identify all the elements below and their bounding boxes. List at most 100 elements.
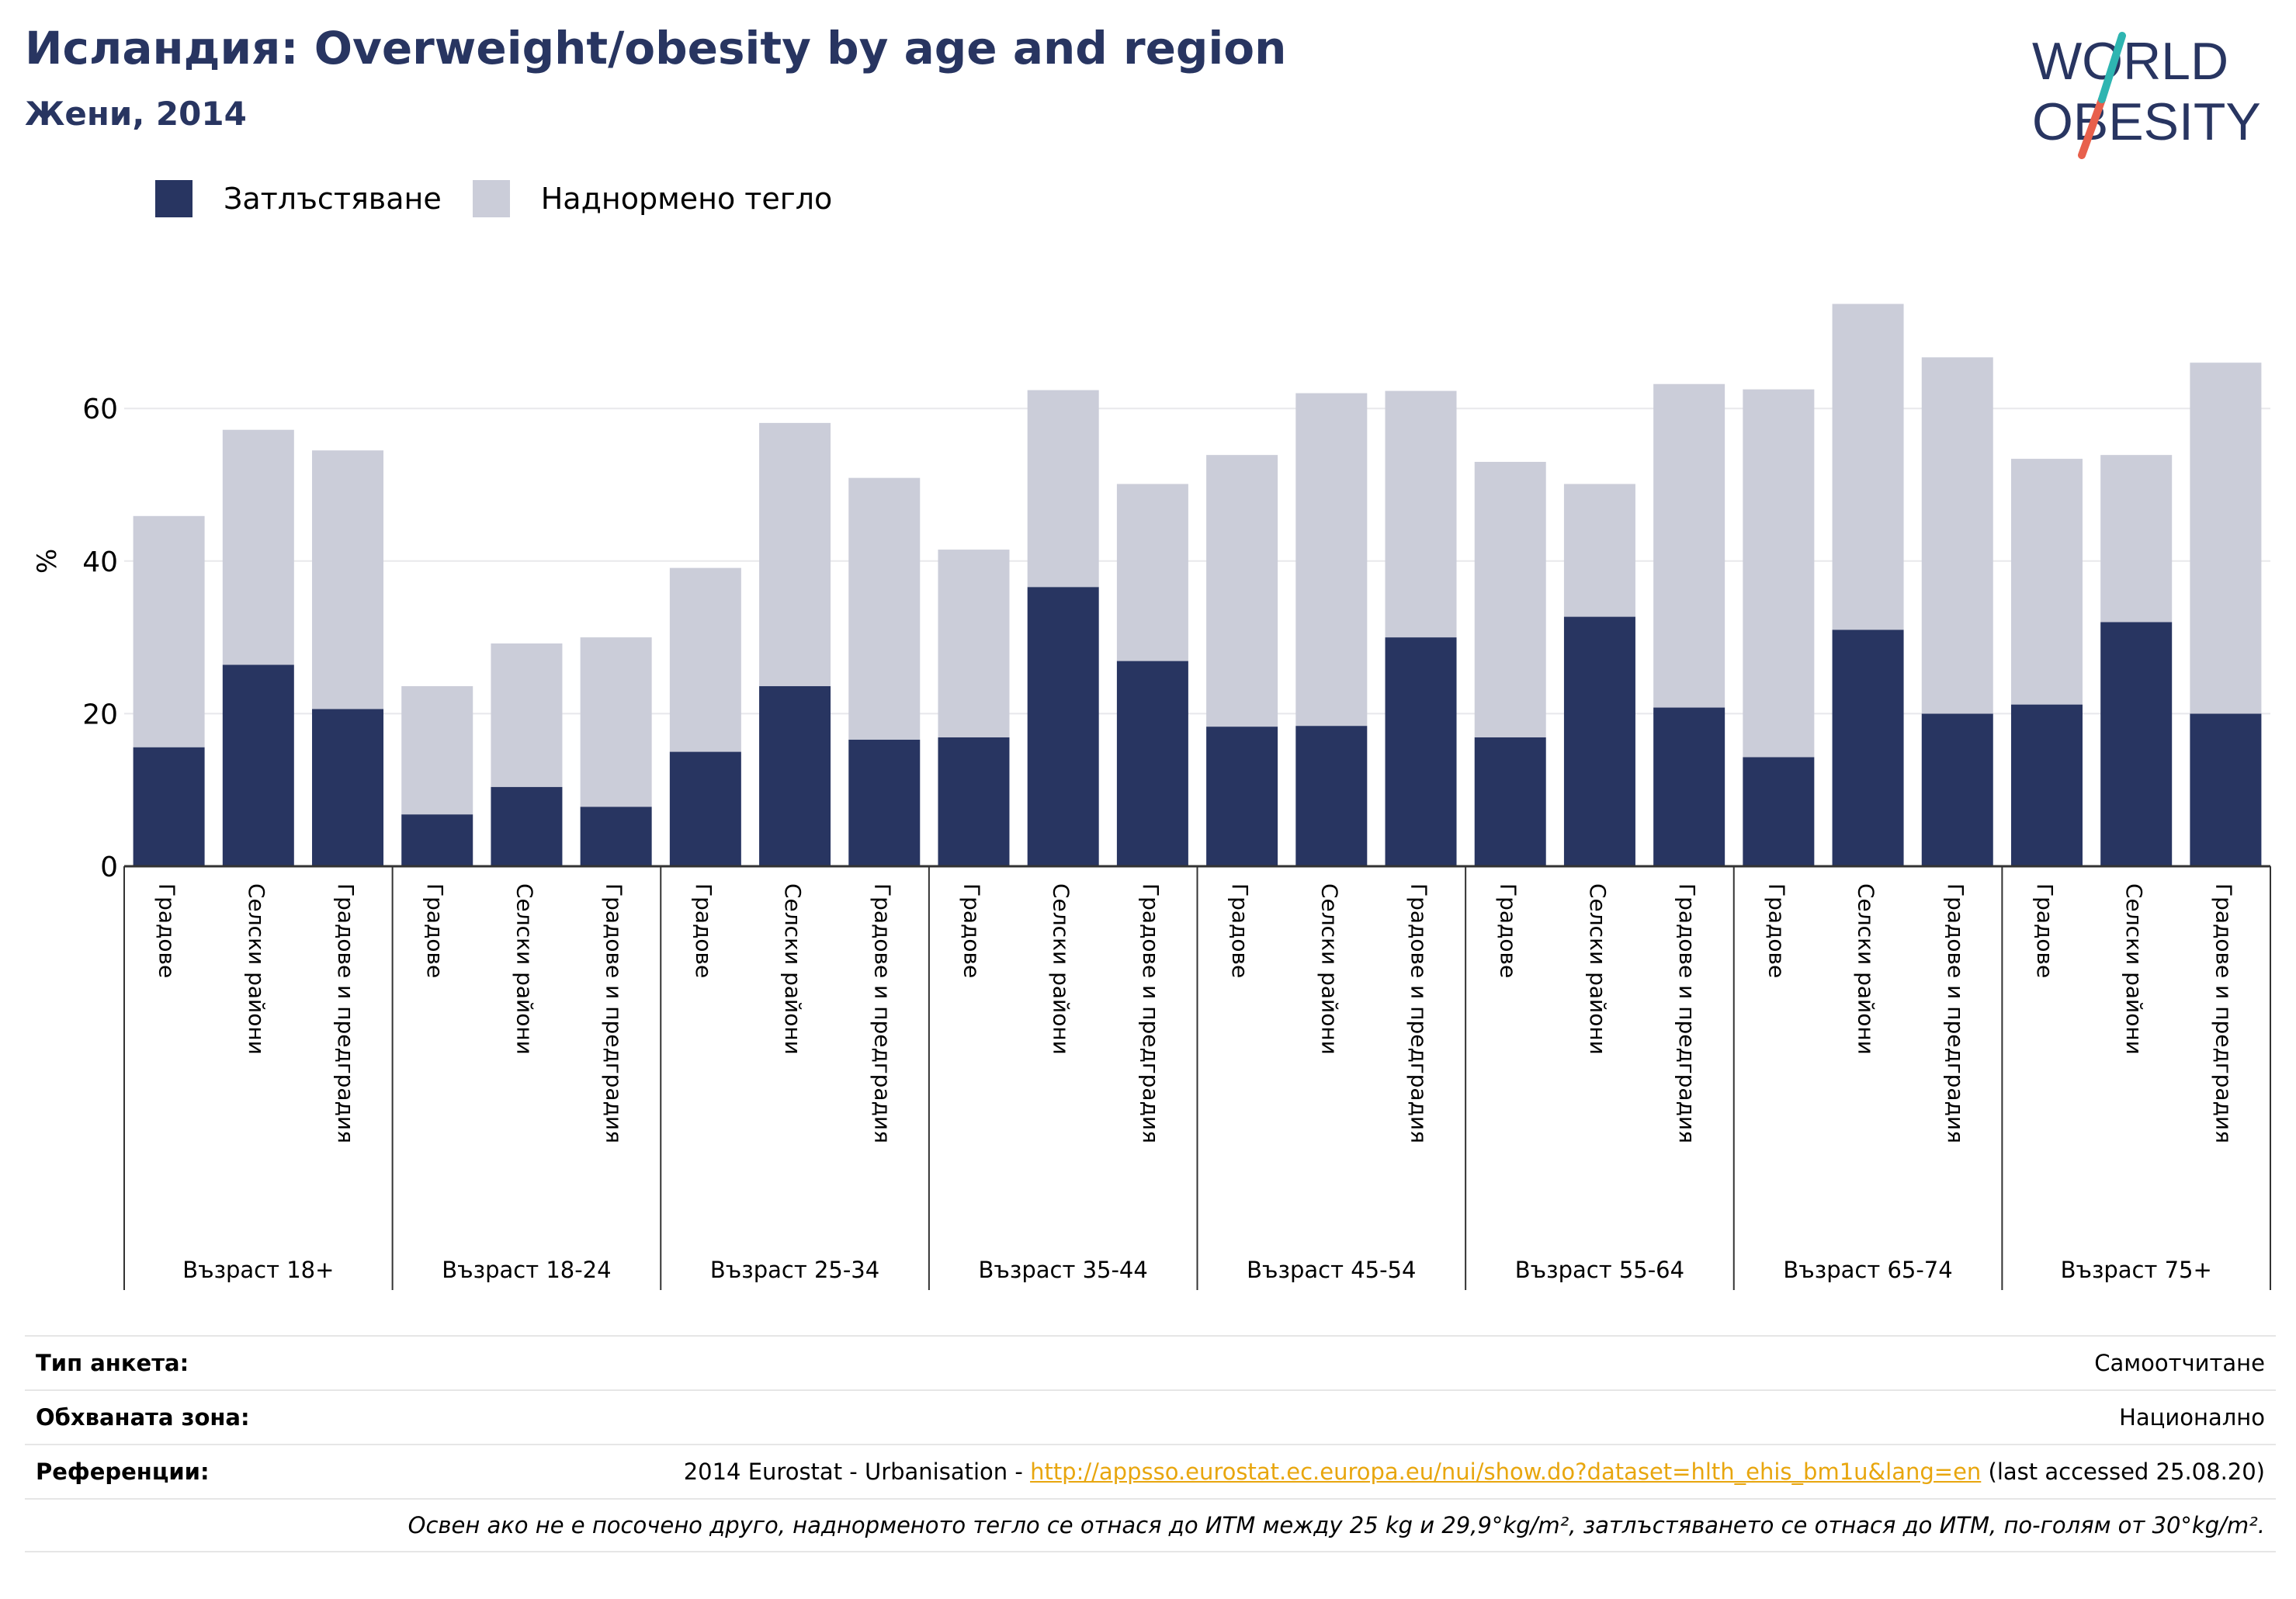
bar-overweight	[1206, 455, 1278, 727]
x-tick-label: Селски райони	[1049, 883, 1074, 1055]
references-value: 2014 Eurostat - Urbanisation - http://ap…	[684, 1459, 2265, 1485]
bar-obesity	[1027, 587, 1099, 866]
x-tick-label: Градове и предградия	[1138, 883, 1164, 1143]
bar-obesity	[1295, 726, 1368, 866]
group-label: Възраст 35-44	[979, 1257, 1148, 1283]
y-tick-label: 60	[82, 394, 118, 425]
bar-obesity	[2100, 622, 2173, 866]
legend-item-obesity: Затлъстяване	[155, 180, 442, 217]
y-tick-label: 40	[82, 546, 118, 578]
x-tick-label: Градове и предградия	[869, 883, 895, 1143]
bar-obesity	[401, 814, 473, 866]
info-row-references: Референции: 2014 Eurostat - Urbanisation…	[25, 1444, 2276, 1498]
x-tick-label: Градове	[422, 883, 448, 978]
bar-overweight	[669, 567, 741, 752]
bar-overweight	[1027, 390, 1099, 588]
group-label: Възраст 55-64	[1515, 1257, 1684, 1283]
bar-overweight	[1743, 389, 1815, 758]
bar-overweight	[848, 477, 921, 740]
bar-overweight	[1385, 390, 1457, 638]
legend-label-obesity: Затлъстяване	[224, 182, 442, 216]
bar-overweight	[222, 429, 294, 665]
x-tick-label: Градове	[2032, 883, 2058, 978]
survey-type-value: Самоотчитане	[2094, 1350, 2265, 1376]
bar-overweight	[938, 550, 1010, 737]
world-obesity-logo: WORLD OBESITY	[2032, 32, 2261, 159]
references-prefix: 2014 Eurostat - Urbanisation -	[683, 1459, 1031, 1485]
bar-overweight	[2190, 362, 2262, 714]
info-row-coverage: Обхваната зона: Национално	[25, 1389, 2276, 1444]
info-table: Тип анкета: Самоотчитане Обхваната зона:…	[25, 1335, 2276, 1552]
x-tick-label: Селски райони	[512, 883, 537, 1055]
bar-overweight	[2010, 459, 2083, 705]
page-subtitle: Жени, 2014	[25, 95, 247, 133]
x-tick-label: Градове	[1764, 883, 1789, 978]
group-label: Възраст 18-24	[442, 1257, 611, 1283]
bar-overweight	[401, 686, 473, 815]
group-label: Възраст 25-34	[710, 1257, 879, 1283]
bar-obesity	[312, 709, 384, 866]
stacked-bar-chart: 0 20 40 60% Градове Селски райони Градове и пр…	[32, 303, 2271, 1290]
bar-obesity	[1385, 637, 1457, 866]
group-label: Възраст 75+	[2061, 1257, 2212, 1283]
page-title: Исландия: Overweight/obesity by age and …	[25, 22, 1287, 75]
bar-obesity	[759, 686, 831, 866]
x-tick-label: Селски райони	[244, 883, 269, 1055]
bar-overweight	[1563, 484, 1635, 617]
bar-overweight	[1295, 393, 1368, 727]
bar-obesity	[938, 737, 1010, 866]
x-tick-label: Градове и предградия	[602, 883, 627, 1143]
bar-overweight	[1116, 484, 1188, 661]
bar-obesity	[669, 751, 741, 866]
x-tick-label: Градове и предградия	[1406, 883, 1432, 1143]
bar-overweight	[759, 422, 831, 687]
y-tick-label: 20	[82, 699, 118, 730]
bar-obesity	[1206, 727, 1278, 866]
bar-obesity	[1743, 757, 1815, 866]
bar-overweight	[491, 643, 563, 787]
references-label: Референции:	[36, 1459, 210, 1485]
x-tick-label: Градове и предградия	[1943, 883, 1968, 1143]
bar-obesity	[1921, 713, 1993, 866]
bar-obesity	[133, 747, 205, 866]
coverage-label: Обхваната зона:	[36, 1404, 250, 1431]
x-tick-label: Градове и предградия	[1674, 883, 1700, 1143]
bar-obesity	[1832, 630, 1904, 866]
bar-obesity	[1563, 616, 1635, 866]
legend-item-overweight: Наднормено тегло	[472, 180, 833, 217]
x-tick-label: Селски райони	[1316, 883, 1342, 1055]
x-tick-label: Градове	[154, 883, 180, 978]
info-row-note: Освен ако не е посочено друго, наднормен…	[25, 1498, 2276, 1552]
bar-overweight	[1474, 462, 1546, 737]
bar-obesity	[2010, 704, 2083, 866]
bar-obesity	[848, 739, 921, 866]
x-tick-label: Селски райони	[780, 883, 806, 1055]
legend-label-overweight: Наднормено тегло	[540, 182, 833, 216]
x-tick-label: Селски райони	[1854, 883, 1879, 1055]
bar-obesity	[491, 786, 563, 866]
x-tick-label: Селски райони	[2121, 883, 2147, 1055]
y-axis-label: %	[32, 549, 63, 574]
bar-overweight	[580, 637, 652, 807]
legend-swatch-overweight	[472, 180, 510, 217]
survey-type-label: Тип анкета:	[36, 1350, 189, 1376]
x-tick-label: Градове	[1227, 883, 1253, 978]
bar-obesity	[1474, 737, 1546, 866]
x-tick-label: Градове и предградия	[333, 883, 359, 1143]
x-tick-label: Градове	[1496, 883, 1521, 978]
group-label: Възраст 65-74	[1783, 1257, 1952, 1283]
chart-legend: Затлъстяване Наднормено тегло	[155, 180, 863, 217]
legend-swatch-obesity	[155, 180, 192, 217]
svg-text:WORLD: WORLD	[2032, 32, 2228, 91]
x-tick-label: Градове	[959, 883, 984, 978]
references-link[interactable]: http://appsso.eurostat.ec.europa.eu/nui/…	[1030, 1459, 1982, 1485]
coverage-value: Национално	[2119, 1404, 2265, 1431]
group-label: Възраст 18+	[182, 1257, 334, 1283]
bar-obesity	[580, 806, 652, 866]
footnote: Освен ако не е посочено друго, наднормен…	[408, 1512, 2265, 1538]
bar-overweight	[312, 450, 384, 709]
bar-overweight	[1921, 357, 1993, 714]
y-tick-label: 0	[100, 852, 118, 883]
bar-obesity	[222, 664, 294, 866]
bar-overweight	[1653, 383, 1725, 708]
